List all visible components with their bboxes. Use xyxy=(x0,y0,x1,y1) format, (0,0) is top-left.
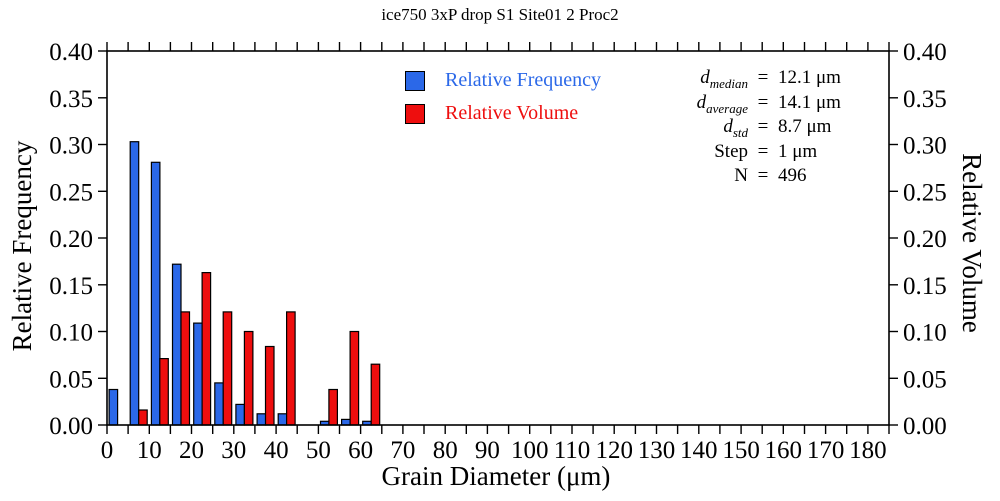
stat-subscript: median xyxy=(709,75,748,91)
stat-value: 1 μm xyxy=(778,140,818,162)
y-tick-label-right: 0.35 xyxy=(903,86,947,113)
stat-equals: = xyxy=(757,140,769,162)
x-tick-label: 100 xyxy=(511,437,549,464)
x-tick-label: 170 xyxy=(807,437,845,464)
x-tick-label: 80 xyxy=(433,437,458,464)
bar-relative-volume xyxy=(201,272,212,426)
x-tick-label: 30 xyxy=(221,437,246,464)
x-tick-label: 130 xyxy=(638,437,676,464)
y-tick-label-right: 0.40 xyxy=(903,39,947,66)
y-tick-label-left: 0.25 xyxy=(49,179,93,206)
stat-value: 12.1 μm xyxy=(778,67,841,88)
stat-value: 8.7 μm xyxy=(778,116,832,137)
x-tick-label: 40 xyxy=(264,437,289,464)
y-tick-label-left: 0.00 xyxy=(49,413,93,440)
y-tick-label-left: 0.15 xyxy=(49,273,93,300)
legend-label-volume: Relative Volume xyxy=(445,102,579,124)
bar-relative-frequency xyxy=(150,161,161,426)
y-tick-label-left: 0.10 xyxy=(49,320,93,347)
x-tick-label: 160 xyxy=(765,437,803,464)
x-axis-title: Grain Diameter (μm) xyxy=(381,461,611,491)
stat-symbol: Step xyxy=(714,140,748,162)
stat-row-average: daverage = 14.1 μm xyxy=(652,91,902,116)
stat-symbol: d xyxy=(723,116,733,137)
stat-equals: = xyxy=(757,67,769,88)
y-tick-label-right: 0.10 xyxy=(903,320,947,347)
x-tick-label: 60 xyxy=(348,437,373,464)
stat-row-std: dstd = 8.7 μm xyxy=(652,115,902,140)
legend-swatch-frequency xyxy=(405,70,425,91)
x-tick-label: 50 xyxy=(306,437,331,464)
bar-relative-frequency xyxy=(214,382,224,426)
bar-relative-frequency xyxy=(108,388,119,426)
stat-equals: = xyxy=(757,165,769,186)
bar-relative-frequency xyxy=(129,141,140,426)
x-tick-label: 70 xyxy=(390,437,415,464)
stat-value: 14.1 μm xyxy=(778,91,841,113)
chart-title: ice750 3xP drop S1 Site01 2 Proc2 xyxy=(381,5,619,24)
stat-row-step: Step = 1 μm xyxy=(652,140,902,165)
y-tick-label-right: 0.00 xyxy=(903,413,947,440)
bar-relative-volume xyxy=(286,311,296,426)
y-tick-label-right: 0.30 xyxy=(903,133,947,160)
stat-equals: = xyxy=(757,91,769,113)
bar-relative-frequency xyxy=(277,413,288,426)
stat-subscript: average xyxy=(706,100,748,116)
y-axis-title-left: Relative Frequency xyxy=(7,140,37,352)
bar-relative-volume xyxy=(243,330,254,426)
stat-subscript: std xyxy=(732,124,748,140)
legend-label-frequency: Relative Frequency xyxy=(445,69,602,91)
x-tick-label: 120 xyxy=(595,437,633,464)
y-tick-label-left: 0.35 xyxy=(49,86,93,113)
x-tick-label: 0 xyxy=(101,437,114,464)
bar-relative-frequency xyxy=(256,413,267,426)
stat-equals: = xyxy=(757,116,769,137)
legend-item-volume: Relative Volume xyxy=(405,102,578,125)
stat-symbol: d xyxy=(700,67,710,88)
y-tick-label-right: 0.15 xyxy=(903,273,947,300)
legend-swatch-volume xyxy=(405,103,425,124)
bar-relative-frequency xyxy=(235,403,245,426)
stat-row-n: N = 496 xyxy=(652,164,902,189)
bar-relative-volume xyxy=(138,409,148,426)
stat-row-median: dmedian = 12.1 μm xyxy=(652,66,902,91)
x-tick-label: 140 xyxy=(680,437,718,464)
x-tick-label: 110 xyxy=(554,437,591,464)
stat-symbol: N xyxy=(734,165,748,186)
bar-relative-volume xyxy=(349,330,360,426)
x-tick-label: 10 xyxy=(137,437,162,464)
y-tick-label-right: 0.05 xyxy=(903,366,947,393)
y-tick-label-left: 0.20 xyxy=(49,226,93,253)
bar-relative-volume xyxy=(264,345,275,426)
legend-item-frequency: Relative Frequency xyxy=(405,69,601,92)
bar-relative-volume xyxy=(370,363,381,426)
y-tick-label-left: 0.05 xyxy=(49,366,93,393)
bar-relative-frequency xyxy=(193,322,203,426)
x-tick-label: 150 xyxy=(722,437,760,464)
y-tick-label-right: 0.20 xyxy=(903,226,947,253)
bar-relative-volume xyxy=(159,358,169,426)
x-tick-label: 180 xyxy=(849,437,887,464)
x-tick-label: 90 xyxy=(475,437,500,464)
y-tick-label-right: 0.25 xyxy=(903,179,947,206)
bar-relative-frequency xyxy=(341,418,351,426)
stat-value: 496 xyxy=(778,165,807,186)
stats-block: dmedian = 12.1 μm daverage = 14.1 μm dst… xyxy=(652,66,902,189)
bar-relative-volume xyxy=(180,311,191,426)
bar-relative-volume xyxy=(328,388,338,426)
stat-symbol: d xyxy=(696,91,707,113)
y-tick-label-left: 0.40 xyxy=(49,39,93,66)
y-tick-label-left: 0.30 xyxy=(49,133,93,160)
bar-relative-volume xyxy=(222,311,233,426)
y-axis-title-right: Relative Volume xyxy=(957,153,987,333)
bar-relative-frequency xyxy=(171,263,182,426)
x-tick-label: 20 xyxy=(179,437,204,464)
